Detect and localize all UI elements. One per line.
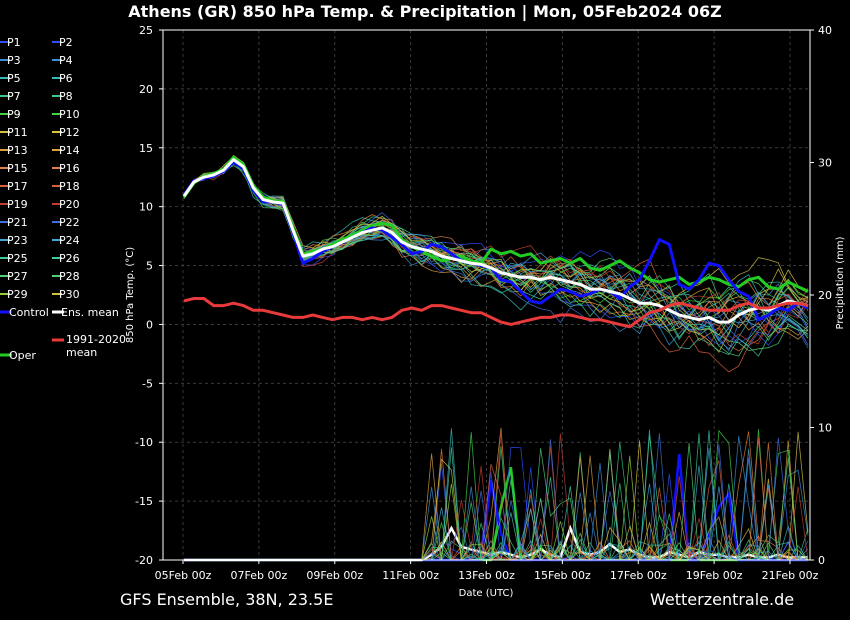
legend-climate-line1: 1991-2020	[66, 333, 126, 346]
legend-label-p10: P10	[59, 108, 80, 121]
y2-tick-label: 0	[818, 554, 825, 567]
legend-label-p8: P8	[59, 90, 73, 103]
legend-label-p28: P28	[59, 270, 80, 283]
y-tick-label: 20	[139, 83, 153, 96]
y2-tick-label: 20	[818, 289, 832, 302]
legend-label-p4: P4	[59, 54, 73, 67]
legend-climate-line2: mean	[66, 346, 97, 359]
legend: P1 P2 P3 P4 P5 P6 P7 P8 P9 P10 P11 P12 P13 P14 P15 P16 P…	[0, 36, 126, 362]
y-tick-label: -20	[135, 554, 153, 567]
y2-tick-label: 40	[818, 24, 832, 37]
y-tick-label: -10	[135, 436, 153, 449]
legend-label-p11: P11	[7, 126, 28, 139]
y2-tick-label: 10	[818, 422, 832, 435]
legend-oper: Oper	[9, 349, 36, 362]
y2-tick-label: 30	[818, 157, 832, 170]
legend-label-p6: P6	[59, 72, 73, 85]
legend-label-p3: P3	[7, 54, 21, 67]
y-axis-label: 850 hPa Temp. (°C)	[125, 247, 136, 343]
y-tick-label: 0	[146, 318, 153, 331]
y-tick-label: 10	[139, 201, 153, 214]
x-tick-label: 11Feb 00z	[382, 569, 439, 582]
legend-label-p21: P21	[7, 216, 28, 229]
x-tick-label: 09Feb 00z	[306, 569, 363, 582]
legend-ens-mean: Ens. mean	[61, 306, 119, 319]
legend-label-p17: P17	[7, 180, 28, 193]
footer-model-info: GFS Ensemble, 38N, 23.5E	[120, 590, 333, 609]
legend-control: Control	[9, 306, 49, 319]
footer-site-name: Wetterzentrale.de	[650, 590, 794, 609]
legend-label-p24: P24	[59, 234, 80, 247]
x-tick-label: 17Feb 00z	[610, 569, 667, 582]
legend-label-p22: P22	[59, 216, 80, 229]
y2-axis-label: Precipitation (mm)	[835, 236, 846, 329]
x-tick-label: 19Feb 00z	[686, 569, 743, 582]
y-tick-label: 15	[139, 142, 153, 155]
legend-label-p30: P30	[59, 288, 80, 301]
legend-label-p7: P7	[7, 90, 21, 103]
x-tick-label: 07Feb 00z	[231, 569, 288, 582]
legend-label-p19: P19	[7, 198, 28, 211]
legend-label-p9: P9	[7, 108, 21, 121]
right-axis-ticks: 40 30 20 10 0	[810, 24, 832, 567]
x-tick-label: 15Feb 00z	[534, 569, 591, 582]
x-tick-label: 13Feb 00z	[458, 569, 515, 582]
y-tick-label: -15	[135, 495, 153, 508]
legend-label-p25: P25	[7, 252, 28, 265]
y-tick-label: 25	[139, 24, 153, 37]
legend-label-p29: P29	[7, 288, 28, 301]
legend-label-p18: P18	[59, 180, 80, 193]
legend-label-p20: P20	[59, 198, 80, 211]
legend-label-p14: P14	[59, 144, 80, 157]
y-tick-label: -5	[142, 377, 153, 390]
x-axis-ticks: 05Feb 00z 07Feb 00z 09Feb 00z 11Feb 00z 13Fe…	[155, 560, 819, 582]
legend-label-p1: P1	[7, 36, 21, 49]
legend-label-p13: P13	[7, 144, 28, 157]
legend-label-p5: P5	[7, 72, 21, 85]
y-tick-label: 5	[146, 260, 153, 273]
legend-label-p23: P23	[7, 234, 28, 247]
meteogram-chart: 25 20 15 10 5 0 -5 -10 -15 -20 40 30 20 10 0 05Feb 00…	[0, 0, 850, 620]
legend-label-p15: P15	[7, 162, 28, 175]
legend-label-p12: P12	[59, 126, 80, 139]
legend-label-p2: P2	[59, 36, 73, 49]
left-axis-ticks: 25 20 15 10 5 0 -5 -10 -15 -20	[135, 24, 163, 567]
x-axis-label: Date (UTC)	[459, 588, 514, 599]
x-tick-label: 05Feb 00z	[155, 569, 212, 582]
x-tick-label: 21Feb 00z	[762, 569, 819, 582]
legend-label-p16: P16	[59, 162, 80, 175]
legend-label-p27: P27	[7, 270, 28, 283]
legend-label-p26: P26	[59, 252, 80, 265]
